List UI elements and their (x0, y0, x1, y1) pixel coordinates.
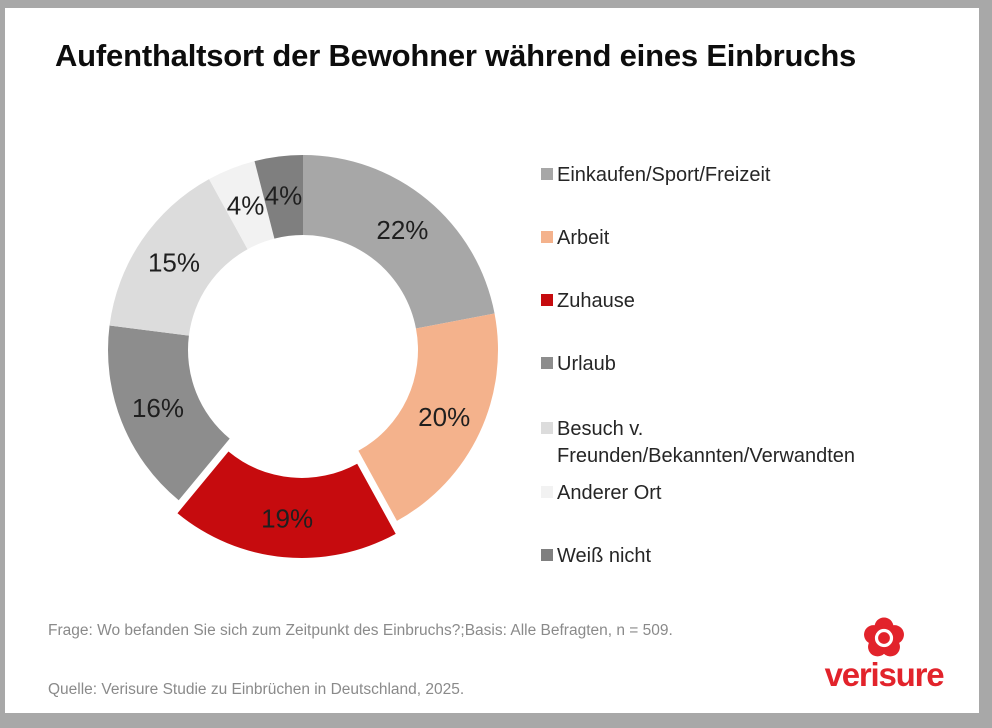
legend-label: Weiß nicht (557, 545, 652, 567)
legend-item-einkaufen-sport-freizeit: Einkaufen/Sport/Freizeit (541, 162, 913, 189)
legend-label: Zuhause (557, 290, 635, 312)
slice-value-label: 20% (418, 402, 470, 432)
footnote-question-basis: Frage: Wo befanden Sie sich zum Zeitpunk… (48, 622, 673, 639)
legend-item-urlaub: Urlaub (541, 351, 913, 378)
legend-color-swatch-icon (541, 357, 553, 369)
legend-item-zuhause: Zuhause (541, 288, 913, 315)
legend-item-besuch-v-freunden-bekannten-verwandten: Besuch v. Freunden/Bekannten/Verwandten (541, 416, 913, 470)
chart-legend: Einkaufen/Sport/Freizeit Arbeit Zuhause Url… (541, 8, 936, 613)
donut-chart: 22% 20% 19% 16% 15% 4% 4% (108, 155, 499, 558)
donut-slice-einkaufen-sport-freizeit (303, 155, 495, 329)
legend-label: Besuch v. Freunden/Bekannten/Verwandten (557, 418, 855, 467)
legend-color-swatch-icon (541, 168, 553, 180)
slide: Aufenthaltsort der Bewohner während eine… (5, 8, 979, 713)
legend-color-swatch-icon (541, 422, 553, 434)
footnote-source: Quelle: Verisure Studie zu Einbrüchen in… (48, 681, 465, 698)
donut-slice-weiß-nicht (254, 155, 303, 239)
chart-title: Aufenthaltsort der Bewohner während eine… (55, 38, 857, 73)
slice-value-label: 4% (227, 190, 265, 220)
slice-value-label: 16% (132, 393, 184, 423)
legend-label: Arbeit (557, 227, 610, 249)
legend-item-weiß-nicht: Weiß nicht (541, 543, 913, 570)
legend-item-anderer-ort: Anderer Ort (541, 480, 913, 507)
legend-item-arbeit: Arbeit (541, 225, 913, 252)
donut-slice-besuch-v-freunden-bekannten-verwandten (109, 179, 248, 336)
slice-value-label: 19% (261, 504, 313, 534)
slice-value-label: 4% (265, 181, 303, 211)
donut-slice-arbeit (358, 313, 499, 521)
legend-color-swatch-icon (541, 294, 553, 306)
legend-label: Anderer Ort (557, 482, 662, 504)
verisure-flower-icon (864, 617, 904, 657)
verisure-logo: verisure (808, 617, 960, 693)
flower-petals (864, 617, 904, 657)
donut-slice-zuhause (177, 451, 396, 558)
flower-ring (874, 628, 894, 648)
donut-slice-anderer-ort (209, 161, 275, 250)
legend-color-swatch-icon (541, 486, 553, 498)
slice-value-label: 22% (376, 215, 428, 245)
legend-color-swatch-icon (541, 549, 553, 561)
verisure-wordmark: verisure (824, 656, 945, 693)
slice-value-label: 15% (148, 248, 200, 278)
donut-slice-urlaub (108, 325, 230, 501)
legend-label: Einkaufen/Sport/Freizeit (557, 164, 771, 186)
legend-label: Urlaub (557, 353, 616, 375)
legend-color-swatch-icon (541, 231, 553, 243)
